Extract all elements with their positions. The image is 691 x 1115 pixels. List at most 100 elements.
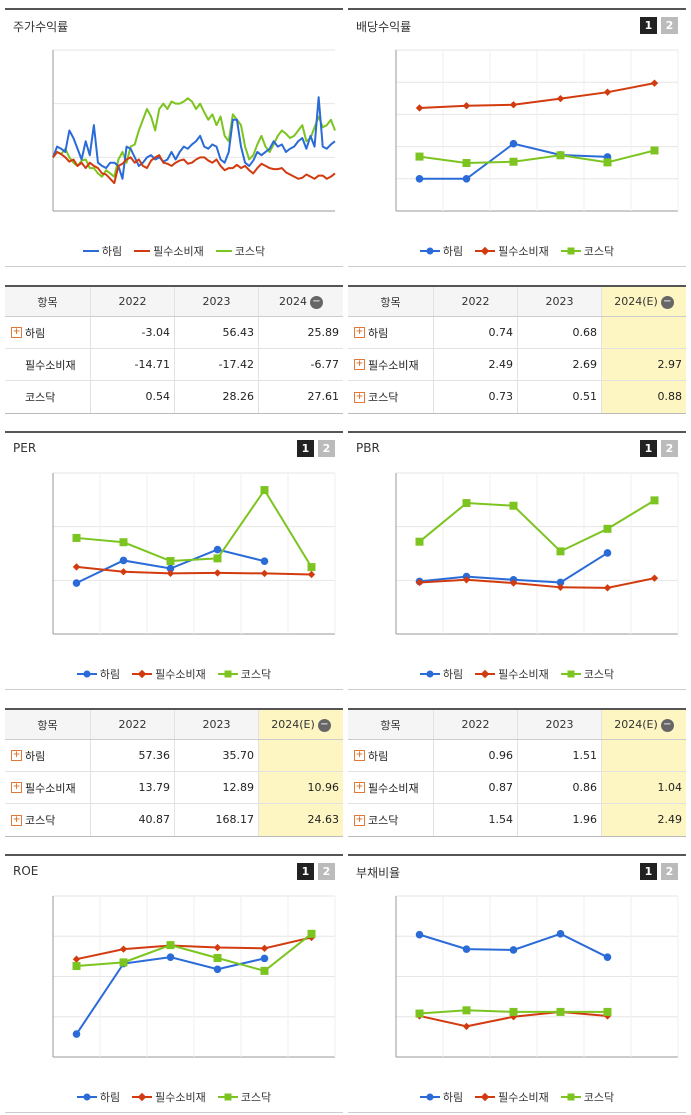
expand-icon[interactable]: + xyxy=(354,359,365,370)
expand-icon[interactable]: + xyxy=(354,814,365,826)
period-button-2[interactable]: 2 xyxy=(661,17,678,34)
period-button-1[interactable]: 1 xyxy=(640,863,657,880)
period-button-1[interactable]: 1 xyxy=(640,440,657,457)
legend-item-consumer[interactable]: 필수소비재 xyxy=(134,243,204,259)
period-button-2[interactable]: 2 xyxy=(318,863,335,880)
row-label-cell[interactable]: + 필수소비재 xyxy=(348,349,434,380)
data-point-kosdaq xyxy=(650,146,659,155)
column-header-year: 2024(E) − xyxy=(602,287,686,316)
legend-item-hallim[interactable]: 하림 xyxy=(82,243,122,259)
collapse-icon[interactable]: − xyxy=(660,718,674,732)
legend-item-consumer[interactable]: 필수소비재 xyxy=(475,243,549,259)
panel-title: 배당수익률 xyxy=(356,20,412,34)
legend-item-hallim[interactable]: 하림 xyxy=(76,1089,121,1105)
period-button-2[interactable]: 2 xyxy=(318,440,335,457)
table-row: + 하림 0.96 1.51 xyxy=(348,740,686,772)
debt-ratio-panel: 부채비율 1 2 하림 필수소비재 코스닥 xyxy=(348,854,686,1113)
legend: 하림 필수소비재 코스닥 xyxy=(5,666,343,682)
per-panel: PER 1 2 하림 필수소비재 코스닥 xyxy=(5,431,343,690)
row-label-cell[interactable]: + 코스닥 xyxy=(348,381,434,413)
table-cell: 24.63 xyxy=(259,804,343,836)
expand-icon[interactable]: + xyxy=(11,750,22,761)
collapse-icon[interactable]: − xyxy=(317,718,331,732)
period-button-2[interactable]: 2 xyxy=(661,863,678,880)
row-label-cell[interactable]: + 코스닥 xyxy=(348,804,434,836)
legend-item-consumer[interactable]: 필수소비재 xyxy=(132,1089,206,1105)
legend-label: 하림 xyxy=(99,668,121,681)
data-point-hallim xyxy=(213,545,222,554)
legend-item-kosdaq[interactable]: 코스닥 xyxy=(215,243,265,259)
table-row: + 하림 57.36 35.70 xyxy=(5,740,343,772)
data-point-kosdaq xyxy=(72,533,81,542)
legend-item-consumer[interactable]: 필수소비재 xyxy=(132,666,206,682)
data-point-consumer xyxy=(650,79,659,87)
expand-icon[interactable]: + xyxy=(354,391,365,403)
row-label-cell[interactable]: + 하림 xyxy=(348,740,434,771)
panel-title: PER xyxy=(13,441,37,455)
expand-icon[interactable]: + xyxy=(354,782,365,793)
legend-item-kosdaq[interactable]: 코스닥 xyxy=(560,243,614,259)
debt-ratio-chart xyxy=(395,895,679,1058)
table-cell xyxy=(602,317,686,348)
row-label-cell[interactable]: + 하림 xyxy=(5,740,91,771)
legend-label: 필수소비재 xyxy=(498,1091,549,1104)
column-header-year: 2022 xyxy=(91,710,175,739)
expand-icon[interactable]: + xyxy=(354,750,365,761)
legend-item-hallim[interactable]: 하림 xyxy=(419,243,463,259)
legend-item-hallim[interactable]: 하림 xyxy=(419,1089,463,1105)
data-point-hallim xyxy=(415,930,424,939)
roe-chart xyxy=(52,895,336,1058)
data-point-kosdaq xyxy=(415,537,424,546)
table-cell: -3.04 xyxy=(91,317,175,348)
row-label-cell[interactable]: + 하림 xyxy=(348,317,434,348)
row-label: 코스닥 xyxy=(25,814,56,827)
period-toggle: 1 2 xyxy=(640,863,678,880)
legend-item-kosdaq[interactable]: 코스닥 xyxy=(217,666,271,682)
row-label-cell[interactable]: + 필수소비재 xyxy=(5,772,91,803)
collapse-icon[interactable]: − xyxy=(660,295,674,309)
row-label: 코스닥 xyxy=(368,391,399,404)
legend-label: 하림 xyxy=(99,1091,121,1104)
data-point-hallim xyxy=(556,578,565,587)
column-header-item: 항목 xyxy=(348,287,434,316)
table-cell: 1.51 xyxy=(518,740,602,771)
column-header-year: 2024(E) − xyxy=(259,710,343,739)
data-point-kosdaq xyxy=(213,953,222,962)
expand-icon[interactable]: + xyxy=(11,782,22,793)
table-row: + 하림 0.74 0.68 xyxy=(348,317,686,349)
legend-item-consumer[interactable]: 필수소비재 xyxy=(475,1089,549,1105)
legend-item-hallim[interactable]: 하림 xyxy=(419,666,463,682)
data-point-consumer xyxy=(260,569,269,578)
dividend-table: 항목 2022 2023 2024(E) − + 하림 0.74 0.68 + 필수소비재 2.49 2… xyxy=(348,285,686,414)
expand-icon[interactable]: + xyxy=(354,327,365,338)
collapse-icon[interactable]: − xyxy=(310,295,323,309)
panel-title: ROE xyxy=(13,864,39,878)
panel-title: PBR xyxy=(356,441,380,455)
legend-item-consumer[interactable]: 필수소비재 xyxy=(475,666,549,682)
row-label-cell[interactable]: + 필수소비재 xyxy=(348,772,434,803)
period-button-1[interactable]: 1 xyxy=(297,863,314,880)
expand-icon[interactable]: + xyxy=(11,327,22,338)
series-line-consumer xyxy=(76,936,312,961)
data-point-kosdaq xyxy=(307,563,316,572)
dividend-panel: 배당수익률 1 2 하림 필수소비재 코스닥 xyxy=(348,8,686,267)
legend-item-kosdaq[interactable]: 코스닥 xyxy=(217,1089,271,1105)
data-point-hallim xyxy=(166,953,175,961)
column-header-item: 항목 xyxy=(348,710,434,739)
data-point-hallim xyxy=(603,549,612,557)
legend-item-hallim[interactable]: 하림 xyxy=(76,666,121,682)
row-label-cell[interactable]: + 하림 xyxy=(5,317,91,348)
expand-icon[interactable]: + xyxy=(11,814,22,826)
per-chart xyxy=(52,472,336,635)
legend: 하림 필수소비재 코스닥 xyxy=(348,1089,686,1105)
legend-item-kosdaq[interactable]: 코스닥 xyxy=(560,1089,614,1105)
stock-return-panel: 주가수익률 하림 필수소비재 코스닥 xyxy=(5,8,343,267)
data-point-consumer xyxy=(119,568,128,576)
period-button-1[interactable]: 1 xyxy=(297,440,314,457)
table-cell: 12.89 xyxy=(175,772,259,803)
period-button-2[interactable]: 2 xyxy=(661,440,678,457)
row-label-cell[interactable]: + 코스닥 xyxy=(5,804,91,836)
legend-item-kosdaq[interactable]: 코스닥 xyxy=(560,666,614,682)
table-cell: 2.97 xyxy=(602,349,686,380)
period-button-1[interactable]: 1 xyxy=(640,17,657,34)
